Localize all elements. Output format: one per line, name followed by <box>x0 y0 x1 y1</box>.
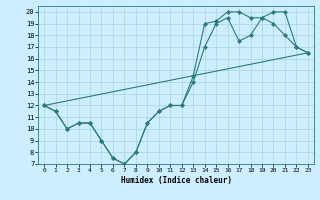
X-axis label: Humidex (Indice chaleur): Humidex (Indice chaleur) <box>121 176 231 185</box>
